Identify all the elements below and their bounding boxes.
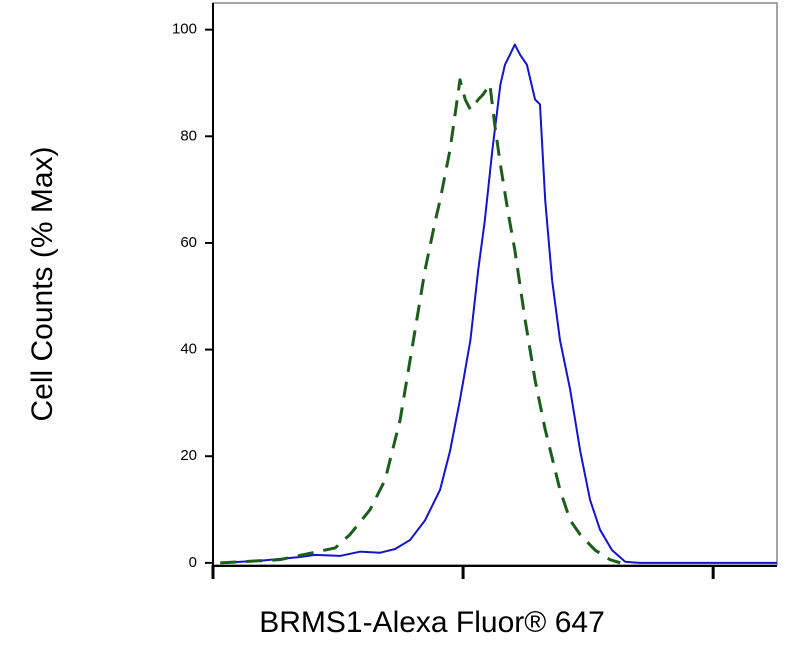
series-line (220, 43, 777, 564)
series-line (220, 78, 621, 565)
x-axis-title: BRMS1-Alexa Fluor® 647 (259, 606, 605, 639)
y-axis-title: Cell Counts (% Max) (26, 146, 59, 421)
y-tick-label: 0 (189, 554, 197, 571)
y-tick-label: 80 (180, 127, 197, 144)
y-tick-label: 100 (172, 21, 197, 38)
y-tick-label: 60 (180, 234, 197, 251)
plot-frame (212, 2, 778, 566)
y-tick-label: 40 (180, 341, 197, 358)
y-tick-label: 20 (180, 447, 197, 464)
